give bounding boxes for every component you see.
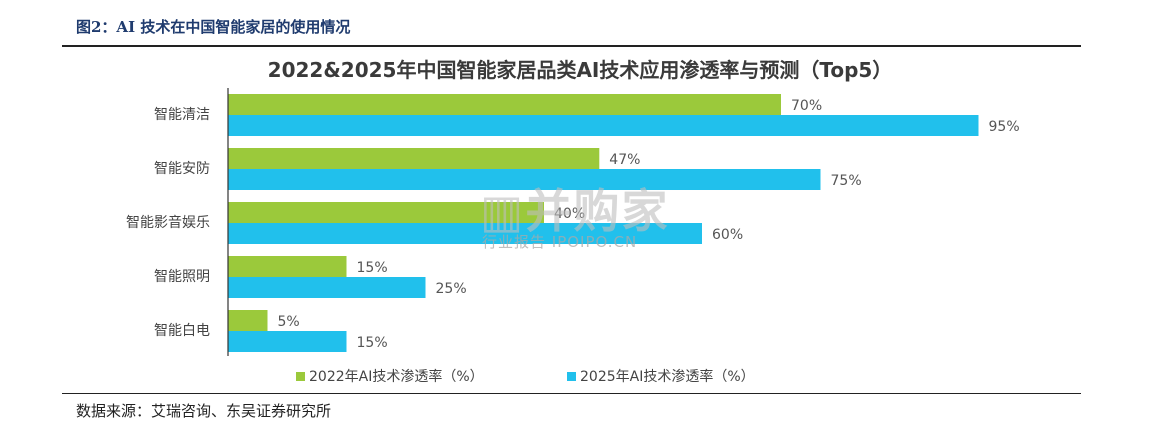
figure-caption: 图2：AI 技术在中国智能家居的使用情况 [76,18,351,36]
bar-2025 [228,277,426,298]
category-label: 智能照明 [154,269,210,285]
category-label: 智能安防 [154,161,210,177]
data-label: 60% [712,227,743,243]
data-label: 47% [609,152,640,168]
chart-title: 2022&2025年中国智能家居品类AI技术应用渗透率与预测（Top5） [268,58,893,82]
legend-swatch [567,372,576,381]
data-label: 15% [357,260,388,276]
bar-2022 [228,202,544,223]
source-rule [62,393,1081,394]
data-label: 25% [436,281,467,297]
data-label: 70% [791,98,822,114]
legend-label: 2022年AI技术渗透率（%） [309,368,484,385]
category-label: 智能清洁 [154,107,210,123]
legend-label: 2025年AI技术渗透率（%） [580,368,755,385]
category-label: 智能白电 [154,323,210,339]
data-label: 15% [357,335,388,351]
bar-2025 [228,223,702,244]
caption-rule [62,45,1081,47]
legend-swatch [296,372,305,381]
data-label: 40% [554,206,585,222]
data-label: 5% [278,314,300,330]
bar-2022 [228,256,347,277]
bar-2022 [228,310,268,331]
bar-2025 [228,169,821,190]
bar-2025 [228,115,979,136]
data-label: 95% [989,119,1020,135]
category-label: 智能影音娱乐 [126,214,210,231]
bar-2025 [228,331,347,352]
bar-2022 [228,94,781,115]
bar-2022 [228,148,600,169]
source-note: 数据来源：艾瑞咨询、东吴证券研究所 [76,402,332,420]
data-label: 75% [831,173,862,189]
